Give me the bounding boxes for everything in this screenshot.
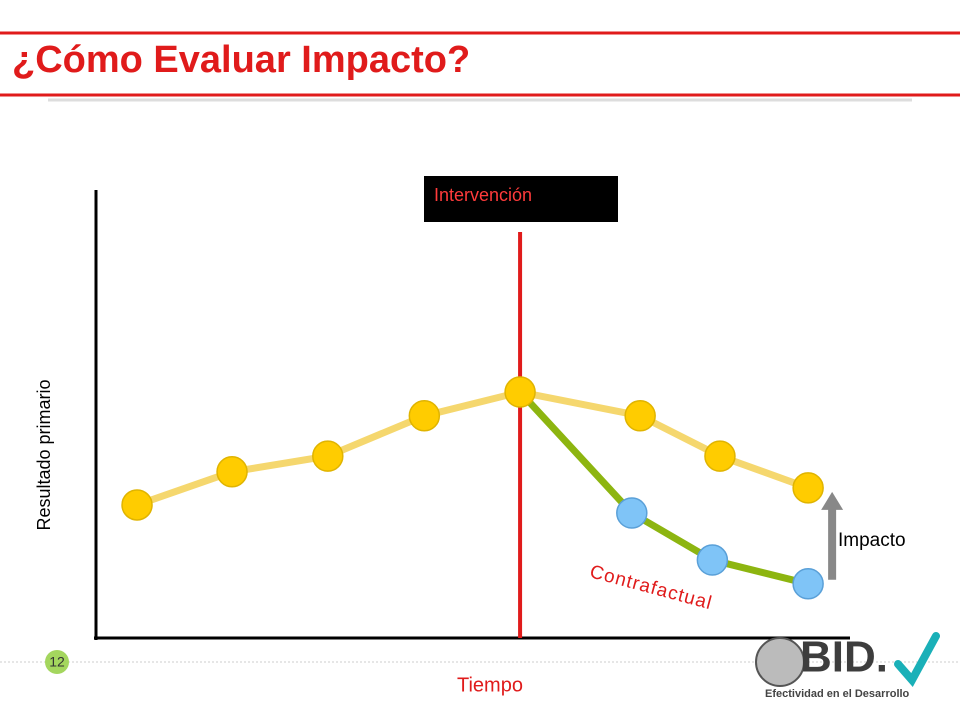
page-number: 12 (49, 654, 65, 670)
logo: BID. Efectividad en el Desarrollo (755, 632, 940, 700)
intervention-label: Intervención (434, 185, 532, 205)
data-point (696, 544, 729, 576)
logo-check (894, 632, 940, 687)
series-line (517, 389, 809, 588)
data-point (624, 400, 656, 432)
data-point (704, 440, 736, 472)
y-axis-label: Resultado primario (34, 379, 54, 530)
intervention-box (424, 176, 618, 222)
data-point (216, 456, 248, 488)
impact-label: Impacto (838, 530, 906, 551)
impact-arrowhead (821, 491, 844, 510)
counterfactual-label: Contrafactual (587, 561, 714, 614)
data-point (504, 376, 536, 408)
slide-title: ¿Cómo Evaluar Impacto? (12, 39, 470, 81)
data-point (312, 440, 344, 472)
x-axis-label: Tiempo (457, 674, 523, 696)
data-point (616, 497, 648, 529)
logo-globe (755, 637, 805, 687)
page-number-badge (45, 650, 69, 674)
data-point (121, 489, 153, 521)
logo-tagline: Efectividad en el Desarrollo (765, 688, 910, 700)
logo-text: BID. (800, 633, 888, 682)
data-point (792, 472, 824, 504)
data-point (792, 568, 824, 600)
data-point (408, 400, 441, 432)
